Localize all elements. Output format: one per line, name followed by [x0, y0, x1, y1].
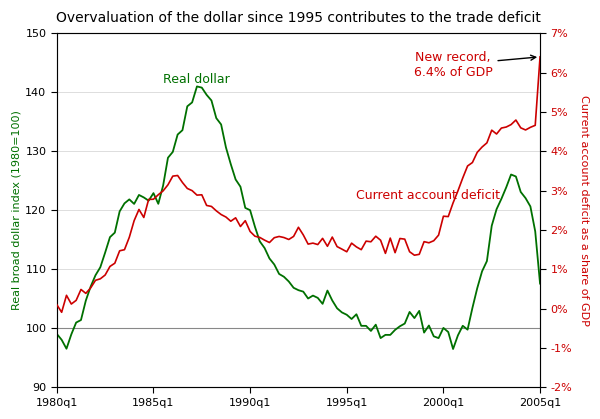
Y-axis label: Real broad dollar index (1980=100): Real broad dollar index (1980=100)	[11, 111, 21, 310]
Text: Current account deficit: Current account deficit	[356, 189, 500, 202]
Text: New record,
6.4% of GDP: New record, 6.4% of GDP	[413, 51, 536, 79]
Y-axis label: Current account deficit as a share of GDP: Current account deficit as a share of GD…	[579, 95, 589, 326]
Text: Real dollar: Real dollar	[163, 73, 230, 86]
Title: Overvaluation of the dollar since 1995 contributes to the trade deficit: Overvaluation of the dollar since 1995 c…	[56, 11, 541, 25]
